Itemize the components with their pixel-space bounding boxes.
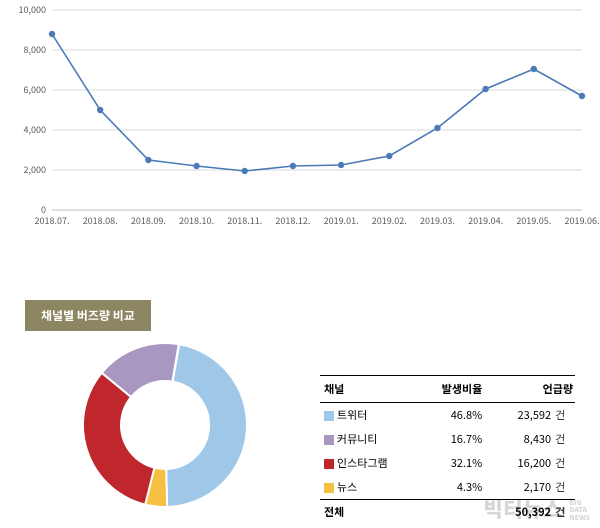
table-row: 뉴스4.3%2,170건 (320, 475, 575, 500)
th-count: 언급량 (496, 376, 575, 403)
svg-text:2019.01.: 2019.01. (324, 214, 359, 227)
table-row: 트위터46.8%23,592건 (320, 403, 575, 428)
svg-text:2019.02.: 2019.02. (372, 214, 407, 227)
donut-chart (60, 335, 270, 515)
line-chart: 02,0004,0006,0008,00010,0002018.07.2018.… (0, 0, 600, 250)
svg-text:8,000: 8,000 (24, 43, 46, 56)
svg-text:10,000: 10,000 (19, 3, 46, 16)
svg-text:2019.05.: 2019.05. (516, 214, 551, 227)
svg-text:2,000: 2,000 (24, 163, 46, 176)
svg-text:2019.03.: 2019.03. (420, 214, 455, 227)
svg-text:2018.10.: 2018.10. (179, 214, 214, 227)
table-row: 커뮤니티16.7%8,430건 (320, 427, 575, 451)
table-total-row: 전체50,392건 (320, 500, 575, 525)
svg-text:2018.07.: 2018.07. (35, 214, 70, 227)
svg-text:2018.08.: 2018.08. (83, 214, 118, 227)
svg-text:2018.12.: 2018.12. (275, 214, 310, 227)
th-channel: 채널 (320, 376, 417, 403)
svg-text:2019.04.: 2019.04. (468, 214, 503, 227)
channel-table: 채널 발생비율 언급량 트위터46.8%23,592건커뮤니티16.7%8,43… (320, 375, 575, 524)
svg-text:2018.11.: 2018.11. (227, 214, 262, 227)
section-title: 채널별 버즈량 비교 (25, 300, 151, 331)
table-header-row: 채널 발생비율 언급량 (320, 376, 575, 403)
th-rate: 발생비율 (417, 376, 496, 403)
table-row: 인스타그램32.1%16,200건 (320, 451, 575, 475)
svg-text:2019.06.: 2019.06. (565, 214, 600, 227)
svg-text:4,000: 4,000 (24, 123, 46, 136)
svg-text:6,000: 6,000 (24, 83, 46, 96)
svg-text:2018.09.: 2018.09. (131, 214, 166, 227)
